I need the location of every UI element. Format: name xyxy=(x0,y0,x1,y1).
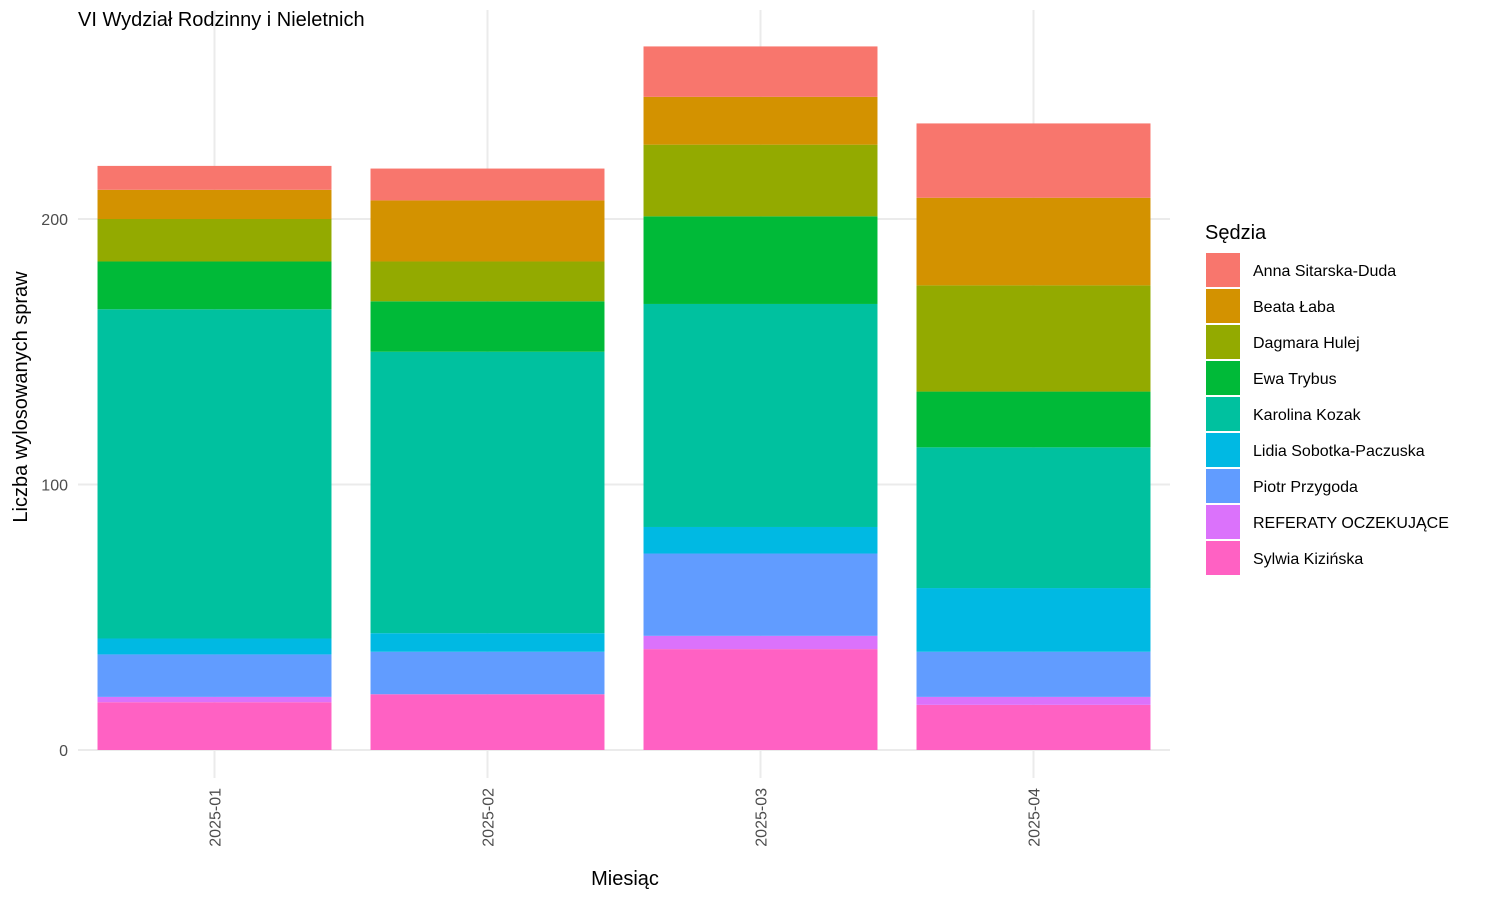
x-axis-title: Miesiąc xyxy=(591,868,659,890)
x-tick-label: 2025-04 xyxy=(1027,788,1044,847)
legend-swatch xyxy=(1206,397,1240,431)
legend-label: Dagmara Hulej xyxy=(1253,335,1360,352)
legend-swatch xyxy=(1206,433,1240,467)
bar-segment xyxy=(643,649,878,750)
bar-segment xyxy=(643,553,878,636)
bar-segment xyxy=(370,301,605,352)
bar-segment xyxy=(97,654,332,697)
bar-segment xyxy=(916,285,1151,392)
legend-label: Sylwia Kizińska xyxy=(1253,551,1363,568)
legend-label: Piotr Przygoda xyxy=(1253,479,1358,496)
bar-segment xyxy=(916,447,1151,589)
x-tick-label: 2025-02 xyxy=(481,788,498,847)
bar-segment xyxy=(370,168,605,201)
bar-segment xyxy=(916,696,1151,705)
y-tick-label: 100 xyxy=(41,478,68,495)
bar-segment xyxy=(370,261,605,302)
bar-segment xyxy=(916,651,1151,697)
bar-segment xyxy=(643,46,878,97)
bar-segment xyxy=(916,123,1151,198)
bar-segment xyxy=(643,303,878,527)
bar-segment xyxy=(97,309,332,639)
legend-swatch xyxy=(1206,469,1240,503)
bar-segment xyxy=(97,638,332,655)
legend-title: Sędzia xyxy=(1205,222,1267,244)
bar-segment xyxy=(97,189,332,219)
bar-segment xyxy=(370,651,605,695)
legend-label: Karolina Kozak xyxy=(1253,407,1362,424)
bar-segment xyxy=(370,351,605,634)
legend-swatch xyxy=(1206,505,1240,539)
legend-label: Ewa Trybus xyxy=(1253,371,1337,388)
y-tick-label: 200 xyxy=(41,212,68,229)
y-axis-ticks: 0 100 200 xyxy=(41,212,68,760)
x-axis-ticks: 2025-01 2025-02 2025-03 2025-04 xyxy=(208,788,1044,847)
bar-segment xyxy=(916,391,1151,448)
x-tick-label: 2025-01 xyxy=(208,788,225,847)
legend-label: Beata Łaba xyxy=(1253,299,1335,316)
legend-label: Lidia Sobotka-Paczuska xyxy=(1253,443,1425,460)
legend-items: Anna Sitarska-Duda Beata Łaba Dagmara Hule… xyxy=(1206,253,1449,575)
bar-segment xyxy=(643,635,878,650)
bar-segment xyxy=(643,96,878,145)
bar-segment xyxy=(916,588,1151,652)
y-tick-label: 0 xyxy=(59,743,68,760)
bar-segment xyxy=(370,694,605,750)
legend: Sędzia Anna Sitarska-Duda Beata Łaba Dagma… xyxy=(1205,222,1449,575)
bar-segment xyxy=(916,197,1151,286)
bar-segment xyxy=(97,165,332,190)
bar-segment xyxy=(97,696,332,703)
legend-label: REFERATY OCZEKUJĄCE xyxy=(1253,515,1449,532)
legend-swatch xyxy=(1206,289,1240,323)
legend-label: Anna Sitarska-Duda xyxy=(1253,263,1396,280)
legend-swatch xyxy=(1206,541,1240,575)
chart-title: VI Wydział Rodzinny i Nieletnich xyxy=(78,9,365,31)
bar-segment xyxy=(97,261,332,310)
bar-segment xyxy=(97,702,332,750)
y-axis-title: Liczba wylosowanych spraw xyxy=(10,271,32,523)
legend-swatch xyxy=(1206,361,1240,395)
bar-segment xyxy=(97,219,332,262)
bar-segment xyxy=(370,633,605,652)
bar-segment xyxy=(643,144,878,217)
bar-segment xyxy=(916,704,1151,750)
legend-swatch xyxy=(1206,253,1240,287)
bar-segment xyxy=(643,526,878,554)
bars xyxy=(97,46,1151,750)
bar-segment xyxy=(370,200,605,262)
bar-segment xyxy=(643,216,878,304)
legend-swatch xyxy=(1206,325,1240,359)
x-tick-label: 2025-03 xyxy=(754,788,771,847)
